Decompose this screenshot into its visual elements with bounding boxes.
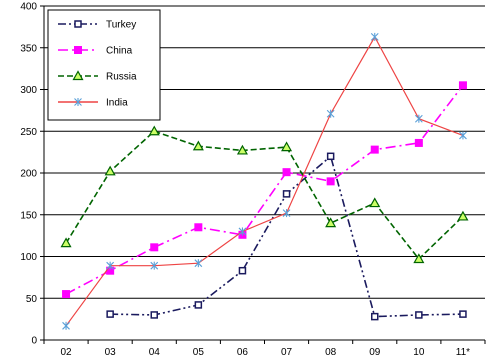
y-tick-label: 350 — [20, 43, 37, 54]
y-tick-label: 300 — [20, 85, 37, 96]
legend-label-india: India — [106, 98, 128, 109]
data-point-india — [106, 261, 115, 270]
data-point-india — [150, 261, 159, 270]
y-tick-label: 150 — [20, 210, 37, 221]
data-point-turkey — [415, 311, 423, 319]
data-point-russia — [281, 141, 293, 152]
data-point-india — [194, 259, 203, 268]
series-line-india — [65, 35, 464, 327]
data-point-russia — [413, 253, 425, 264]
data-point-russia — [192, 140, 204, 151]
legend-marker-turkey — [74, 20, 82, 28]
x-tick-label: 03 — [105, 347, 117, 358]
series-line-russia — [65, 130, 464, 261]
data-point-india — [459, 131, 467, 140]
legend-label-turkey: Turkey — [106, 20, 136, 31]
data-point-turkey — [459, 310, 467, 318]
x-tick-label: 02 — [60, 347, 72, 358]
x-tick-label: 07 — [281, 347, 293, 358]
y-tick-labels: 0 50 100 150 200 250 300 350 400 — [20, 2, 37, 347]
data-point-russia — [60, 237, 72, 248]
data-point-russia — [457, 210, 469, 221]
legend-label-china: China — [106, 46, 133, 57]
data-point-russia — [325, 217, 337, 228]
legend-label-russia: Russia — [106, 72, 137, 83]
x-tick-label: 04 — [149, 347, 161, 358]
series-line-china — [65, 84, 464, 295]
data-point-russia — [104, 165, 116, 176]
x-tick-label: 06 — [237, 347, 249, 358]
data-point-turkey — [326, 152, 335, 161]
y-tick-label: 0 — [31, 336, 37, 347]
data-point-turkey — [194, 301, 203, 309]
data-point-india — [62, 321, 70, 330]
data-point-turkey — [371, 312, 379, 321]
data-point-china — [282, 168, 291, 177]
data-point-turkey — [238, 266, 247, 275]
data-point-russia — [236, 144, 248, 155]
axes — [40, 5, 486, 344]
data-point-india — [370, 32, 379, 41]
x-tick-label: 05 — [193, 347, 205, 358]
legend-marker-russia — [72, 70, 84, 81]
legend-marker-china — [74, 46, 82, 54]
data-point-china — [414, 138, 423, 147]
y-tick-label: 200 — [20, 169, 37, 180]
x-tick-labels: 02 03 04 05 06 07 08 09 10 11* — [60, 347, 470, 358]
data-point-china — [326, 177, 335, 186]
data-point-china — [150, 243, 159, 252]
data-point-turkey — [106, 310, 114, 318]
x-tick-label: 09 — [369, 347, 381, 358]
data-point-russia — [148, 125, 160, 136]
data-point-turkey — [282, 190, 291, 198]
y-tick-label: 250 — [20, 127, 37, 138]
x-tick-label: 08 — [325, 347, 337, 358]
x-tick-label: 10 — [413, 347, 425, 358]
data-point-india — [326, 109, 335, 118]
series-lines — [60, 32, 469, 330]
data-point-india — [414, 114, 423, 123]
series-line-turkey — [110, 154, 463, 318]
data-point-china — [194, 223, 203, 232]
data-point-india — [282, 209, 291, 218]
legend-marker-india — [74, 98, 82, 106]
y-tick-label: 100 — [20, 252, 37, 263]
data-point-russia — [369, 197, 381, 208]
y-tick-label: 400 — [20, 2, 37, 13]
x-tick-label: 11* — [456, 347, 470, 358]
data-point-turkey — [150, 311, 158, 319]
data-point-china — [458, 81, 467, 90]
data-point-china — [370, 145, 379, 154]
legend: Turkey China Russia India — [47, 9, 161, 121]
y-tick-label: 50 — [26, 294, 38, 305]
data-point-india — [238, 227, 247, 236]
legend-box — [47, 9, 161, 121]
data-point-china — [62, 290, 71, 299]
